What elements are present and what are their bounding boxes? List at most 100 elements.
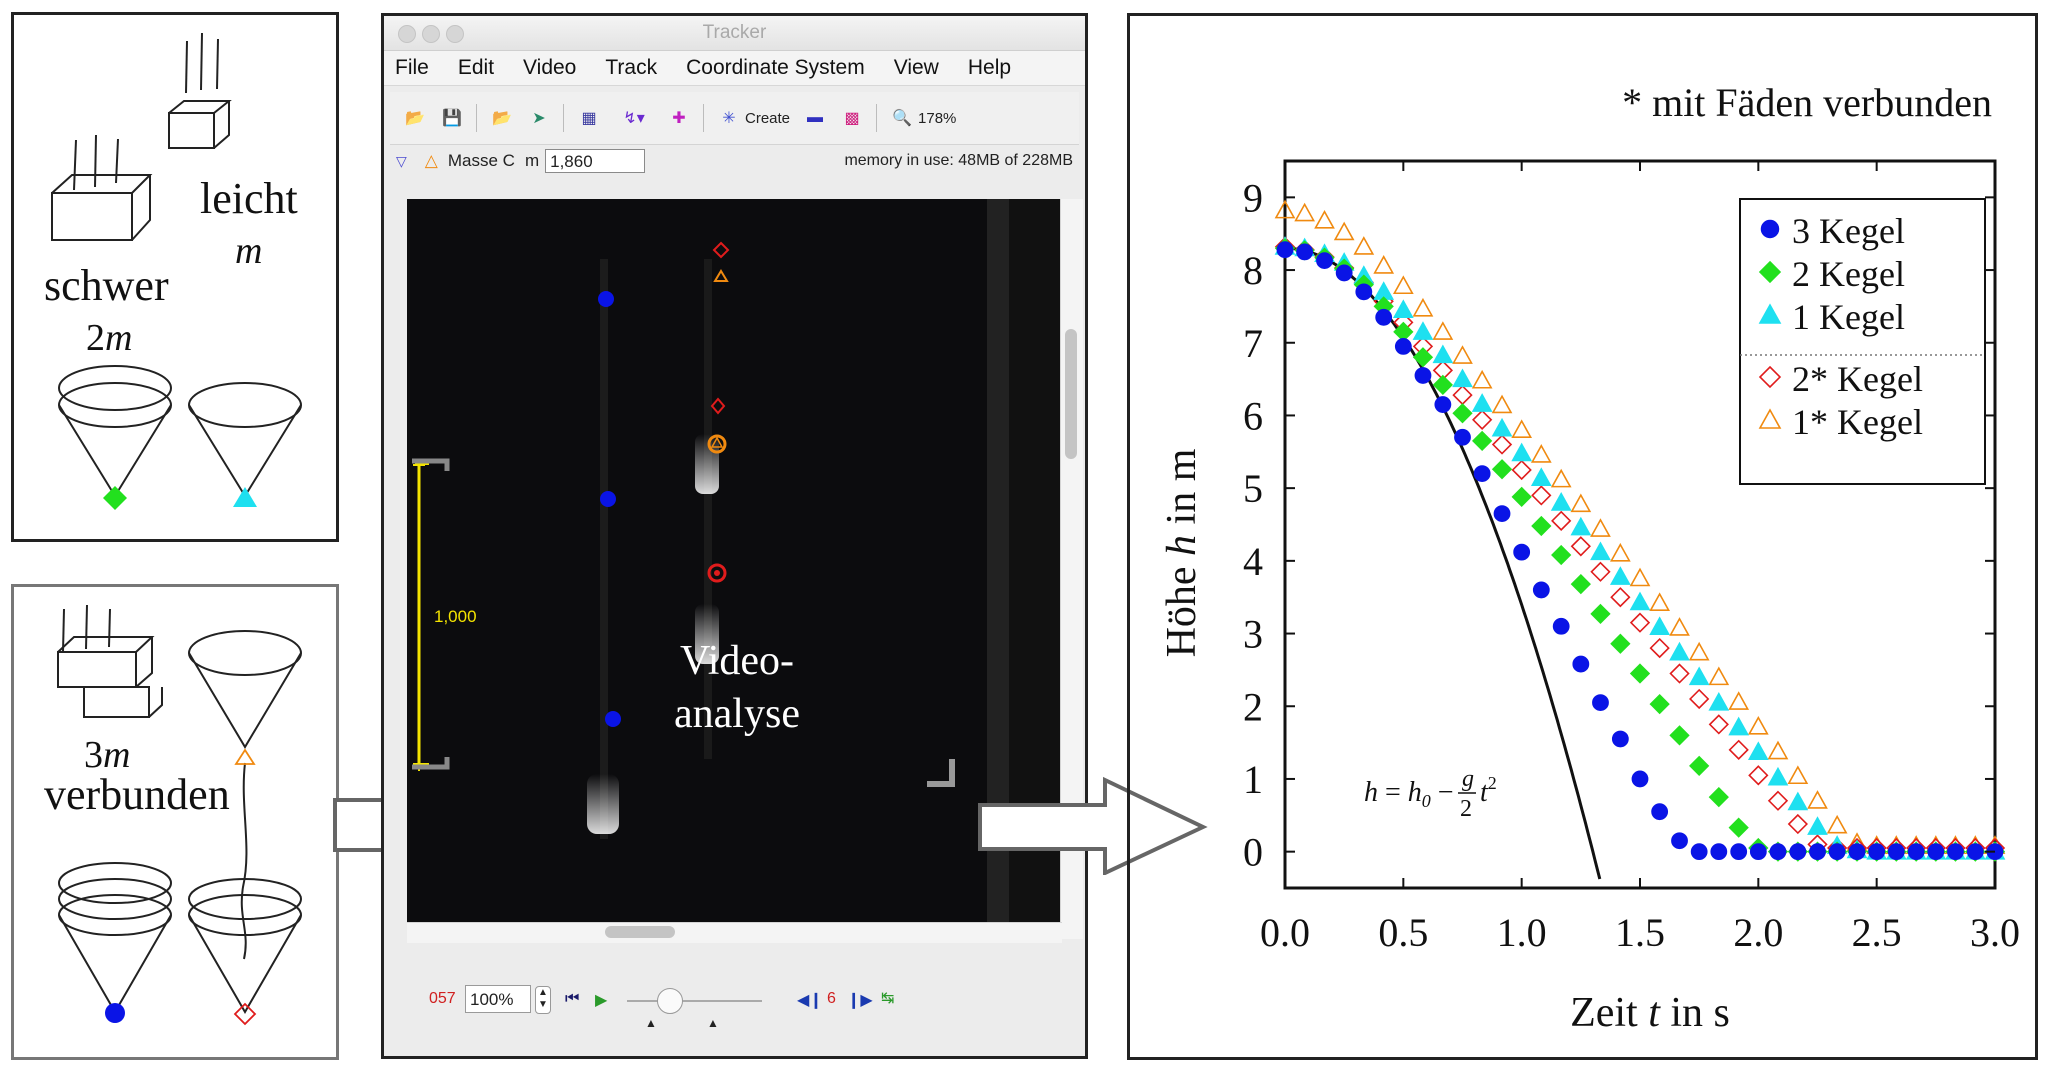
import-icon[interactable]: 📂 — [492, 110, 512, 127]
vertical-scrollbar[interactable] — [1060, 199, 1083, 939]
arrow-2 — [978, 776, 1208, 875]
point-2star-kegel — [1629, 612, 1651, 633]
mass-input[interactable]: 1,860 — [545, 149, 646, 173]
memory-status[interactable]: memory in use: 48MB of 228MB — [844, 152, 1073, 169]
window-title: Tracker — [702, 22, 767, 43]
menu-coordinate-system[interactable]: Coordinate System — [686, 56, 865, 79]
go-to-start-icon[interactable]: ⏮ — [565, 990, 580, 1007]
point-3-kegel — [1631, 770, 1649, 788]
toolbar-divider — [876, 104, 878, 132]
y-axis-label: Höhe h in m — [1159, 448, 1205, 657]
create-button[interactable]: Create — [745, 109, 791, 127]
mass-symbol: m — [524, 151, 540, 170]
point-1-kegel — [1491, 417, 1513, 437]
play-icon[interactable]: ▶ — [595, 992, 608, 1009]
y-tick-label: 5 — [1243, 466, 1263, 511]
step-size[interactable]: 6 — [827, 990, 836, 1007]
menu-video[interactable]: Video — [523, 56, 577, 79]
y-tick-label: 8 — [1243, 248, 1263, 293]
point-2-kegel — [1708, 786, 1729, 808]
export-icon[interactable]: ➤ — [532, 110, 546, 127]
point-3-kegel — [1651, 803, 1669, 821]
step-forward-icon[interactable]: ❙▶ — [847, 992, 873, 1009]
horizontal-scrollbar[interactable] — [407, 922, 1062, 943]
point-1star-kegel — [1274, 199, 1296, 219]
sketch-connected: 3m verbunden — [44, 604, 302, 1026]
loop-icon[interactable]: ↹ — [881, 990, 895, 1007]
horizontal-scroll-thumb[interactable] — [605, 926, 675, 938]
slider-start-marker-icon[interactable]: ▲ — [645, 1016, 657, 1030]
point-1star-kegel — [1491, 394, 1513, 414]
point-1star-kegel — [1471, 369, 1493, 389]
calibration-icon[interactable]: ✚ — [672, 110, 686, 127]
slider-thumb-icon[interactable] — [657, 988, 683, 1014]
point-1star-kegel — [1550, 468, 1572, 488]
x-tick-label: 3.0 — [1970, 910, 2020, 955]
minimize-window-icon[interactable] — [422, 25, 440, 43]
menu-help[interactable]: Help — [967, 56, 1012, 79]
legend-marker-1-kegel — [1758, 303, 1782, 324]
point-1star-kegel — [1432, 321, 1454, 340]
frame-number[interactable]: 057 — [429, 990, 456, 1007]
point-1star-kegel — [1669, 617, 1690, 636]
point-3-kegel — [1769, 843, 1787, 861]
point-3-kegel — [1927, 843, 1945, 861]
video-frame[interactable]: 1,000 Video- analyse — [407, 199, 1062, 922]
point-1-kegel — [1728, 716, 1750, 736]
legend-label-2-kegel: 2 Kegel — [1792, 254, 1905, 294]
toolbar-divider — [563, 104, 564, 132]
sketch-panel-connected: 3m verbunden — [11, 584, 339, 1060]
track-control-icon[interactable]: ▬ — [807, 109, 824, 126]
coordinate-axes-icon[interactable]: ↯▾ — [623, 110, 645, 127]
vertical-scroll-thumb[interactable] — [1065, 329, 1077, 459]
clip-settings-icon[interactable]: ▦ — [581, 110, 597, 127]
point-2-kegel — [1570, 573, 1591, 595]
legend-label-1star-kegel: 1* Kegel — [1792, 402, 1923, 442]
zoom-level[interactable]: 178% — [918, 109, 957, 127]
step-back-icon[interactable]: ◀❙ — [797, 992, 823, 1009]
create-track-icon[interactable]: ✳ — [722, 110, 736, 127]
zoom-spinner-icon[interactable]: ▲ ▼ — [535, 986, 551, 1014]
autotracker-icon[interactable]: ▩ — [844, 110, 860, 127]
slider-end-marker-icon[interactable]: ▲ — [707, 1016, 719, 1030]
point-3-kegel — [1552, 617, 1570, 635]
menu-edit[interactable]: Edit — [457, 56, 495, 79]
light-mass: m — [235, 230, 262, 272]
menu-track[interactable]: Track — [605, 56, 658, 79]
y-tick-label: 7 — [1243, 321, 1263, 366]
point-2-kegel — [1590, 603, 1611, 625]
video-zoom-field[interactable]: 100% — [465, 985, 531, 1013]
open-folder-icon[interactable]: 📂 — [405, 110, 425, 127]
point-2star-kegel — [1511, 459, 1532, 481]
point-2star-kegel — [1649, 637, 1670, 659]
close-window-icon[interactable] — [398, 25, 416, 43]
point-1-kegel — [1629, 591, 1651, 611]
connected-label: verbunden — [44, 770, 230, 819]
zoom-window-icon[interactable] — [446, 25, 464, 43]
save-icon[interactable]: 💾 — [442, 110, 462, 127]
legend-marker-1star-kegel — [1758, 408, 1782, 429]
point-3-kegel — [1809, 843, 1826, 861]
frame-slider[interactable] — [627, 1000, 762, 1002]
point-3-kegel — [1316, 252, 1333, 269]
point-3-kegel — [1749, 843, 1767, 861]
y-tick-label: 6 — [1243, 393, 1263, 438]
menu-file[interactable]: File — [395, 56, 429, 79]
point-3-kegel — [1276, 241, 1294, 259]
point-2star-kegel — [1570, 536, 1591, 557]
point-1-kegel — [1787, 791, 1809, 811]
track-dropdown-icon[interactable]: ▽ — [396, 152, 407, 169]
point-3-kegel — [1434, 396, 1452, 413]
menu-view[interactable]: View — [893, 56, 939, 79]
video-analysis-label-1: Video- — [680, 638, 794, 684]
point-1star-kegel — [1629, 567, 1651, 587]
y-tick-label: 3 — [1243, 612, 1263, 657]
toolbar: 📂 💾 📂 ➤ ▦ ↯▾ ✚ ✳ Create ▬ ▩ 🔍 178% — [390, 92, 1079, 145]
point-3-kegel — [1592, 694, 1609, 712]
y-tick-label: 0 — [1243, 830, 1263, 875]
zoom-icon[interactable]: 🔍 — [892, 110, 912, 127]
point-2star-kegel — [1531, 485, 1552, 506]
track-name[interactable]: Masse C — [447, 151, 515, 170]
